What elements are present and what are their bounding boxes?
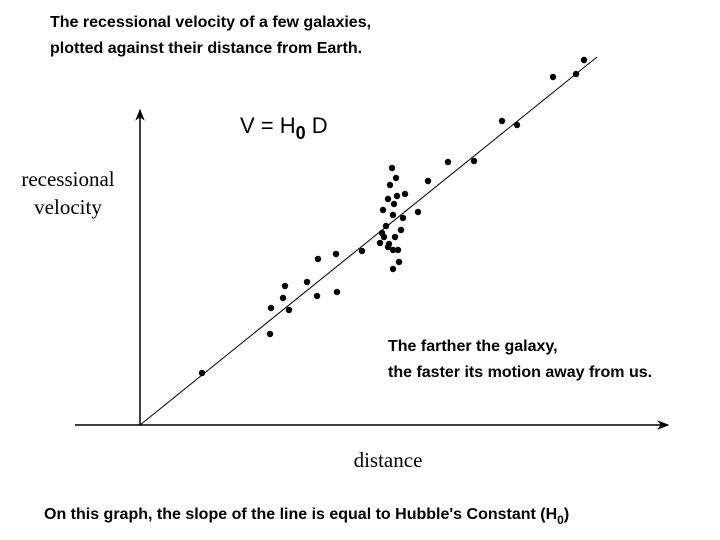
data-point (281, 282, 289, 290)
data-point (391, 233, 399, 241)
data-point (390, 200, 398, 208)
caption-subscript: 0 (557, 513, 564, 527)
data-point (388, 164, 396, 172)
data-point (313, 292, 321, 300)
data-point (279, 294, 287, 302)
data-point (382, 222, 390, 230)
data-point (389, 211, 397, 219)
data-point (266, 330, 274, 338)
x-axis-label: distance (354, 448, 423, 472)
data-point (424, 177, 432, 185)
data-point (389, 246, 397, 254)
data-point (314, 255, 322, 263)
data-point (303, 278, 311, 286)
title-line: plotted against their distance from Eart… (50, 40, 362, 57)
data-point (394, 246, 402, 254)
equation-part: V = H (240, 113, 296, 138)
data-point (392, 174, 400, 182)
data-point (399, 214, 407, 222)
data-point (389, 265, 397, 273)
data-point (414, 208, 422, 216)
data-point (470, 157, 478, 165)
caption: On this graph, the slope of the line is … (44, 506, 569, 527)
data-point (358, 247, 366, 255)
data-point (580, 56, 588, 64)
data-point (198, 369, 206, 377)
y-axis-label: recessional (21, 167, 114, 191)
equation-subscript: 0 (296, 123, 306, 143)
data-point (393, 192, 401, 200)
data-point (332, 250, 340, 258)
fit-line (139, 56, 598, 426)
data-point (267, 304, 275, 312)
annotation: the faster its motion away from us. (388, 364, 652, 381)
y-axis-label: velocity (34, 195, 102, 219)
data-point (513, 121, 521, 129)
data-point (549, 73, 557, 81)
data-point (285, 306, 293, 314)
data-point (444, 158, 452, 166)
annotation: The farther the galaxy, (388, 338, 558, 355)
caption-part: On this graph, the slope of the line is … (44, 506, 557, 523)
data-point (401, 190, 409, 198)
data-point (498, 117, 506, 125)
data-point (384, 195, 392, 203)
data-point (386, 181, 394, 189)
data-point (333, 288, 341, 296)
data-point (379, 206, 387, 214)
data-point (395, 258, 403, 266)
data-point (380, 233, 388, 241)
equation: V = H0 D (240, 113, 328, 143)
data-point (376, 239, 384, 247)
equation-part: D (306, 113, 328, 138)
caption-part: ) (564, 506, 569, 523)
data-point (397, 226, 405, 234)
data-point (385, 240, 393, 248)
title-line: The recessional velocity of a few galaxi… (50, 14, 371, 31)
data-point (572, 70, 580, 78)
